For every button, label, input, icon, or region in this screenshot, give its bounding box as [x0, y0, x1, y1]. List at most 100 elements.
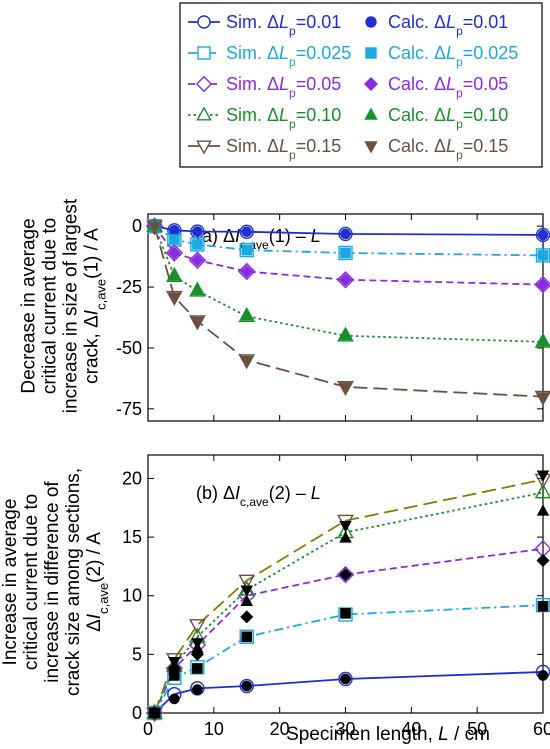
sim-point [239, 629, 254, 644]
sim-point [189, 315, 206, 331]
legend-sim-label: Sim. ΔLp=0.01 [226, 12, 341, 38]
sim-point [338, 226, 353, 242]
calc-point [537, 670, 549, 681]
sim-point [534, 483, 550, 499]
sim-point [239, 224, 254, 239]
calc-point [340, 247, 351, 259]
calc-point [536, 554, 550, 568]
sim-point [189, 281, 206, 297]
y-axis-label-line: crack, ΔIc,ave(1) / A [82, 228, 109, 384]
x-axis-label: Specimen length, L / cm [286, 724, 490, 744]
sim-point [338, 607, 353, 622]
y-tick-label: 20 [122, 468, 142, 488]
legend-calc-marker [365, 16, 377, 28]
calc-point [340, 673, 351, 685]
legend-calc-label: Calc. ΔLp=0.025 [388, 43, 518, 69]
sim-point [336, 270, 355, 289]
calc-point [240, 585, 253, 597]
calc-point [240, 309, 253, 321]
y-tick-label: 10 [122, 586, 142, 606]
legend: Sim. ΔLp=0.01 Calc. ΔLp=0.01 Sim. ΔLp=0.02… [179, 2, 543, 168]
sim-point [238, 574, 256, 590]
sim-point [165, 266, 183, 282]
calc-point [536, 278, 550, 292]
y-tick-label: -75 [116, 399, 142, 419]
legend-calc-label: Calc. ΔLp=0.10 [388, 105, 508, 131]
calc-point [192, 684, 203, 695]
series-line [153, 225, 544, 343]
legend-calc-marker [364, 77, 378, 91]
calc-point [191, 283, 204, 296]
panel-title: (a) ΔIc,ave(1) – L [196, 226, 321, 252]
legend-calc-marker [364, 141, 378, 154]
y-tick-label: 0 [132, 703, 142, 723]
sim-point [338, 245, 353, 261]
calc-point [191, 316, 204, 329]
calc-point [169, 225, 180, 236]
sim-point [190, 237, 205, 252]
series-line [153, 225, 544, 398]
calc-point [536, 470, 550, 482]
calc-point [241, 631, 253, 643]
legend-entry: Sim. ΔLp=0.10 Calc. ΔLp=0.10 [188, 105, 508, 131]
y-tick-label: -50 [116, 338, 142, 358]
calc-point [338, 568, 353, 582]
calc-point [339, 328, 352, 341]
x-tick-label: 0 [143, 719, 153, 739]
calc-point [339, 531, 352, 543]
legend-sim-marker [195, 75, 213, 93]
calc-point [240, 264, 254, 278]
calc-point [240, 610, 254, 624]
calc-point [148, 221, 161, 234]
x-tick-label: 60 [533, 719, 550, 739]
calc-point [192, 226, 203, 237]
legend-sim-label: Sim. ΔLp=0.10 [226, 105, 341, 131]
series-line [153, 547, 544, 714]
panel-b: 0 10 20 30 40 50 60 0 5 10 15 20 (b) ΔIc,ave(2) – L [122, 454, 550, 739]
y-tick-label: -25 [116, 277, 142, 297]
legend-calc-label: Calc. ΔLp=0.01 [388, 12, 508, 38]
calc-point [339, 520, 352, 533]
y-axis-label-line: ΔIc,ave(2) / A [84, 532, 111, 632]
y-axis-label-b: Increase in average critical current due … [0, 468, 111, 696]
sim-point [238, 307, 256, 323]
calc-point [192, 239, 203, 250]
y-tick-label: 5 [132, 644, 142, 664]
y-tick-label: 15 [122, 527, 142, 547]
sim-point [190, 681, 205, 696]
calc-point [148, 708, 161, 720]
calc-point [340, 228, 351, 240]
y-axis-label-line: critical current due to [21, 494, 42, 670]
x-tick-label: 30 [335, 719, 355, 739]
sim-point [188, 251, 207, 270]
calc-point [537, 229, 549, 241]
sim-point [336, 565, 355, 584]
y-axis-label-line: critical current due to [40, 218, 61, 394]
x-tick-label: 50 [467, 719, 487, 739]
y-axis-label-line: crack size among sections, [63, 468, 84, 696]
calc-point [168, 269, 181, 281]
sim-point [337, 381, 354, 397]
legend-entry: Sim. ΔLp=0.15 Calc. ΔLp=0.15 [188, 136, 508, 162]
legend-entry: Sim. ΔLp=0.025 Calc. ΔLp=0.025 [188, 43, 518, 69]
legend-sim-marker [197, 46, 211, 60]
calc-point [340, 608, 351, 619]
sim-point [534, 390, 550, 406]
calc-point [339, 382, 352, 394]
calc-point [241, 680, 253, 692]
calc-point [338, 273, 353, 287]
calc-point [536, 334, 550, 347]
calc-point [190, 253, 204, 267]
calc-point [191, 638, 204, 650]
y-axis-label-line: increase in difference of [42, 481, 63, 683]
legend-calc-label: Calc. ΔLp=0.05 [388, 74, 508, 100]
calc-point [169, 234, 180, 245]
calc-point [168, 657, 181, 669]
calc-point [537, 600, 549, 612]
x-tick-label: 40 [401, 719, 421, 739]
sim-point [337, 326, 354, 342]
calc-point [168, 292, 181, 304]
calc-point [241, 244, 253, 256]
legend-calc-marker [364, 107, 378, 120]
